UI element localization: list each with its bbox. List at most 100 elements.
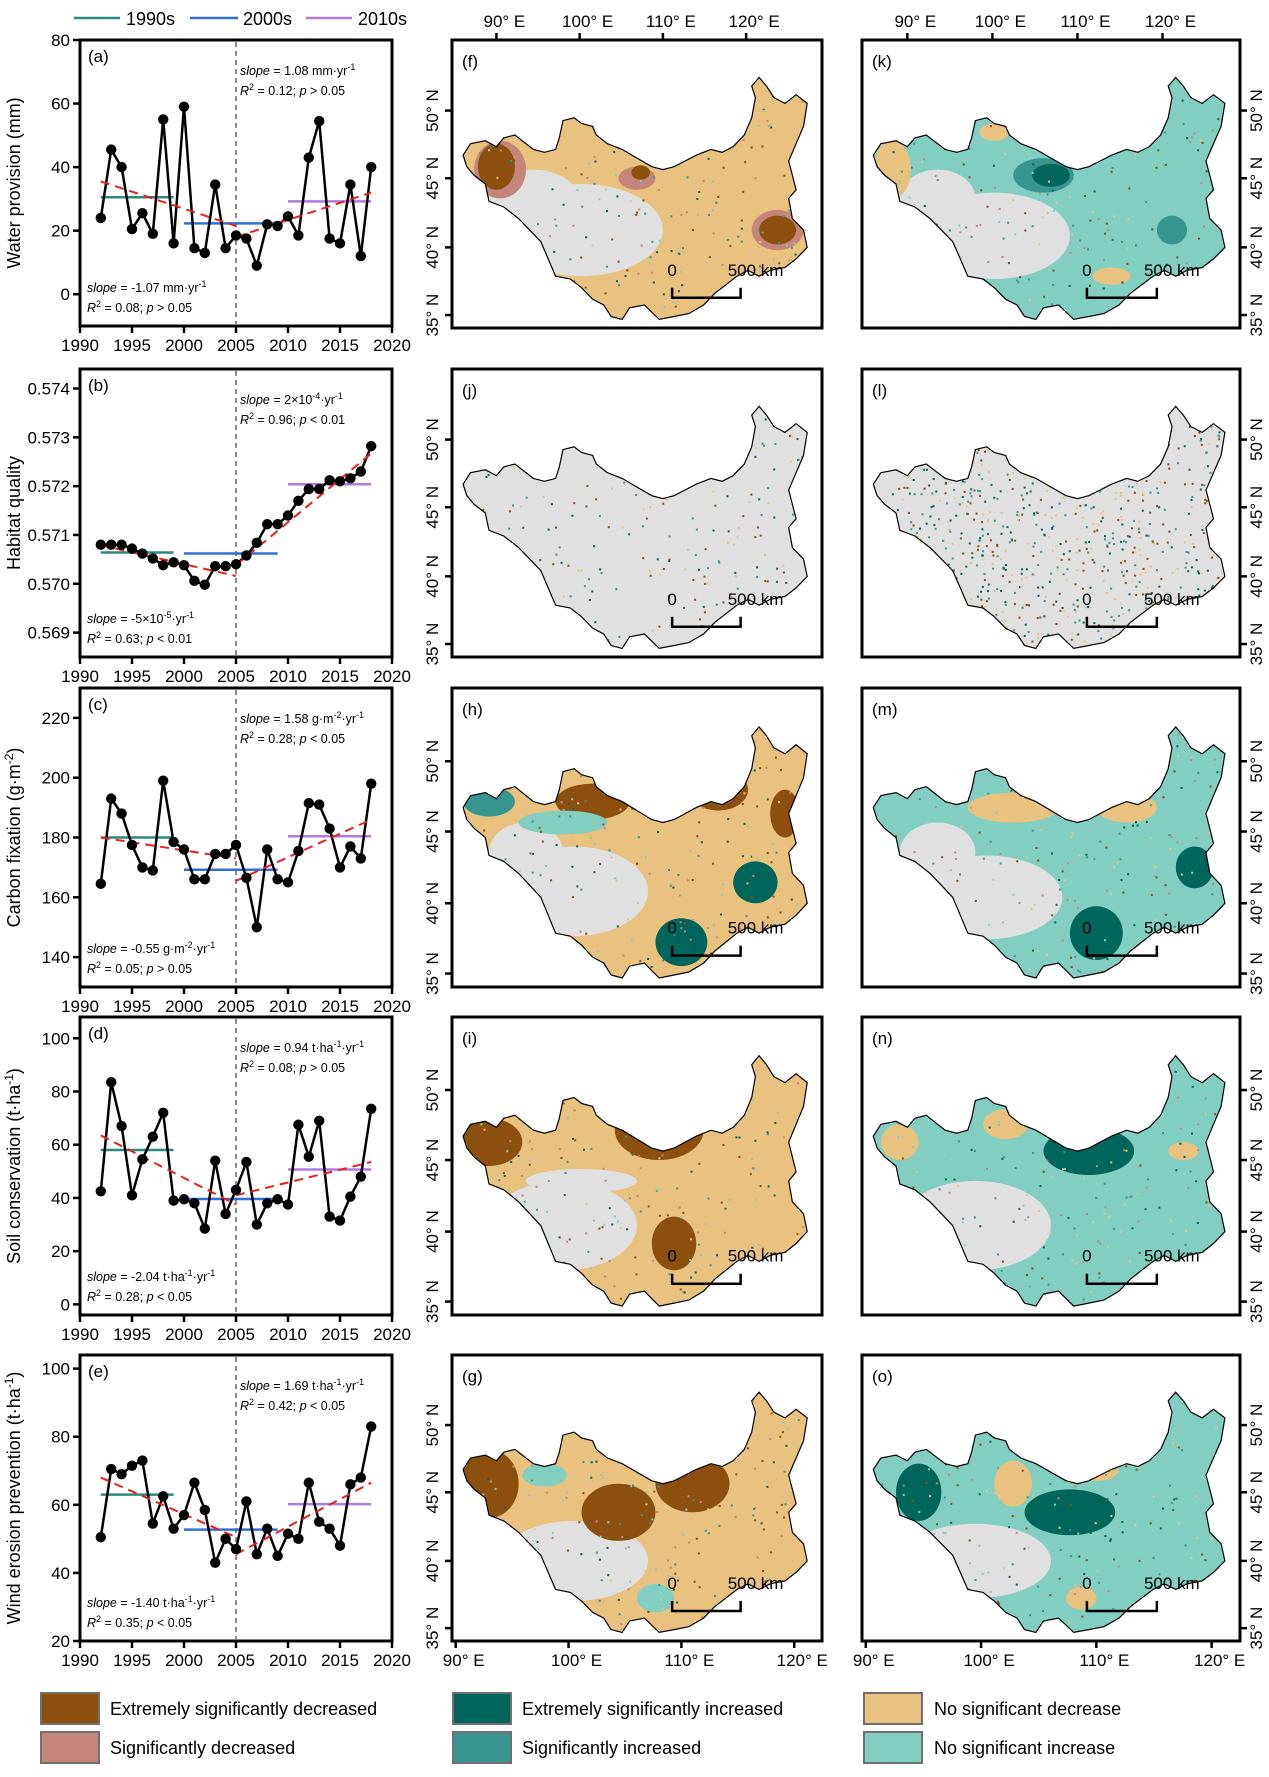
trend-line-before (100, 180, 237, 227)
trend-line-after (235, 1481, 372, 1556)
data-point (199, 874, 210, 885)
region-outline (462, 76, 808, 321)
data-point (168, 557, 179, 568)
map-patch-no-sig-increase (637, 1583, 674, 1613)
data-point (168, 238, 179, 249)
lat-tick-label: 50° N (1247, 1404, 1266, 1447)
lat-tick-label: 50° N (1247, 89, 1266, 132)
x-tick-label: 2020 (373, 1651, 411, 1670)
scale-label: 500 km (1144, 1574, 1200, 1593)
lon-tick-label: 110° E (664, 1651, 714, 1670)
map-patch-extreme-decrease (759, 215, 797, 245)
data-point (345, 473, 356, 484)
data-point (106, 539, 117, 550)
map-patch-no-sig-decrease (1066, 1586, 1097, 1610)
data-point (262, 1523, 273, 1534)
x-tick-label: 2005 (217, 997, 255, 1016)
x-tick-label: 2005 (217, 1325, 255, 1344)
data-point (282, 510, 294, 521)
data-point (95, 212, 107, 224)
lat-tick-label: 40° N (1247, 882, 1266, 925)
x-tick-label: 2015 (321, 336, 359, 355)
panel-label: (c) (88, 695, 108, 714)
data-point (303, 483, 314, 495)
x-tick-label: 2020 (373, 667, 411, 686)
data-point (230, 559, 242, 570)
scale-label: 500 km (728, 1574, 784, 1593)
x-tick-label: 1990 (61, 667, 99, 686)
legend-2000s-label: 2000s (243, 9, 292, 29)
lat-tick-label: 40° N (423, 226, 442, 269)
data-point (116, 808, 127, 819)
y-tick-label: 20 (51, 1242, 70, 1261)
map-panel-n: (n) 0 500 km 35° N 40° N 45° N 50° N (860, 1015, 1266, 1323)
data-point (220, 848, 231, 860)
data-point (230, 1543, 242, 1555)
data-point (178, 844, 190, 855)
map-panels: (f) 0 500 km 35° N 40° N 45° N 50° N 90° E 100° … (423, 12, 1266, 1670)
x-tick-label: 1995 (113, 1651, 151, 1670)
map-panel-f: (f) 0 500 km 35° N 40° N 45° N 50° N 90° E 100° … (423, 12, 824, 336)
data-point (282, 211, 294, 222)
y-axis-title: Carbon fixation (g·m-2) (2, 748, 24, 928)
map-patch-no-sig-decrease (1092, 267, 1131, 285)
legend-label-significant-increase: Significantly increased (522, 1738, 701, 1758)
y-axis-title: Soil conservation (t·ha-1) (2, 1068, 24, 1264)
data-point (95, 878, 107, 890)
scale-zero: 0 (1082, 919, 1091, 938)
scale-bar: 0 500 km (1082, 1247, 1200, 1285)
data-point (272, 1194, 283, 1205)
data-point (178, 1509, 190, 1521)
data-point (220, 1208, 231, 1220)
data-point (241, 233, 252, 244)
data-point (199, 247, 210, 259)
y-tick-label: 20 (51, 1632, 70, 1651)
data-point (230, 839, 242, 851)
data-point (251, 922, 262, 933)
data-point (282, 1528, 294, 1539)
y-tick-label: 40 (51, 1564, 70, 1583)
lon-tick-label: 120° E (1145, 12, 1196, 31)
data-point (334, 1540, 346, 1551)
x-tick-label: 1990 (61, 336, 99, 355)
trend-line-before (100, 1476, 237, 1539)
scale-label: 500 km (1144, 590, 1200, 609)
y-axis-title: Water provision (mm) (4, 97, 24, 268)
lat-tick-label: 35° N (1247, 1607, 1266, 1650)
map-panel-g: (g) 0 500 km 35° N 40° N 45° N 50° N 90° E 100° … (423, 1353, 828, 1670)
map-patch-extreme-increase (1175, 846, 1214, 889)
svg-text:R2 = 0.35; p < 0.05: R2 = 0.35; p < 0.05 (87, 1614, 192, 1630)
map-patch-no-sig-increase (522, 1463, 567, 1487)
lat-tick-label: 35° N (1247, 294, 1266, 337)
map-patch-no-sig-decrease (979, 123, 1010, 141)
scale-zero: 0 (667, 1247, 676, 1266)
map-patch-no-sig-decrease (880, 1124, 919, 1161)
x-tick-label: 2000 (165, 336, 203, 355)
data-point (355, 1472, 366, 1483)
svg-text:R2 = 0.08; p > 0.05: R2 = 0.08; p > 0.05 (87, 299, 192, 315)
data-point (116, 1468, 127, 1480)
lon-tick-label: 90° E (443, 1651, 485, 1670)
lon-tick-label: 100° E (562, 12, 613, 31)
data-point (303, 152, 314, 163)
x-tick-label: 2015 (321, 1651, 359, 1670)
svg-text:R2 = 0.63; p < 0.01: R2 = 0.63; p < 0.01 (87, 630, 192, 646)
map-panel-label: (m) (872, 700, 897, 719)
data-point (324, 823, 335, 834)
map-panel-label: (g) (462, 1367, 483, 1386)
map-legend: Extremely significantly decreased Signif… (40, 1692, 1121, 1764)
map-patch-no-sig-increase (518, 810, 608, 835)
lon-tick-label: 100° E (975, 12, 1026, 31)
data-point (199, 1504, 210, 1516)
map-patch-no-sig-decrease (1168, 1142, 1199, 1161)
data-point (178, 1194, 190, 1205)
data-point (251, 260, 262, 271)
x-tick-label: 2010 (269, 997, 307, 1016)
chart-panel-e: 1990 1995 2000 2005 2010 2015 202020406080100W… (2, 1353, 411, 1670)
lat-tick-label: 45° N (423, 157, 442, 200)
x-tick-label: 1995 (113, 1325, 151, 1344)
x-tick-label: 2015 (321, 1325, 359, 1344)
data-point (262, 1198, 273, 1209)
data-point (303, 1477, 314, 1488)
trend-line-before (100, 1134, 237, 1206)
